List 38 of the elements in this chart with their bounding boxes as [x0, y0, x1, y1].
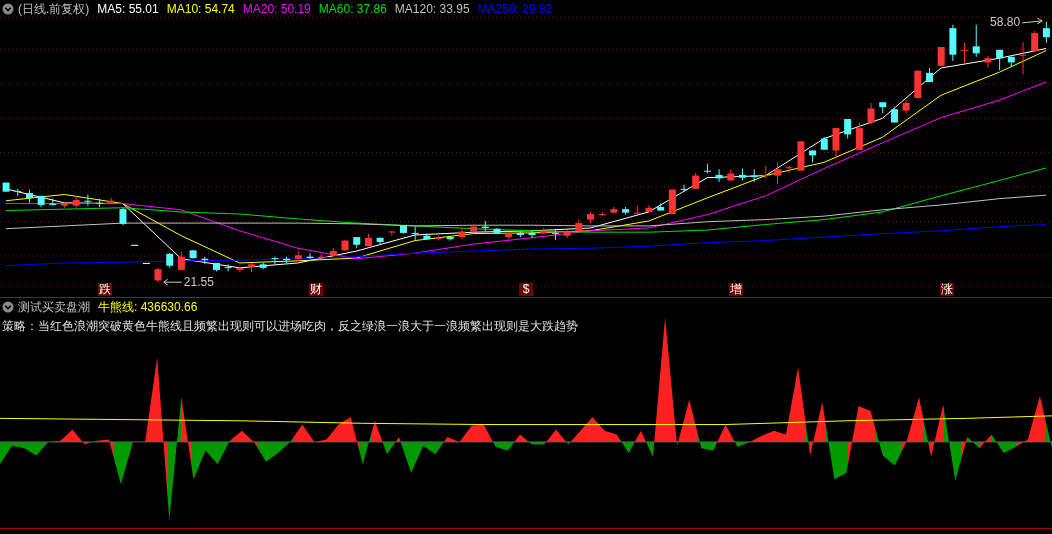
- chart-title: 测试买卖盘潮: [18, 298, 90, 316]
- text: 牛熊线: 436630.66: [98, 298, 198, 316]
- text: MA20: 50.19: [242, 2, 311, 16]
- text: MA5: 55.01: [97, 2, 159, 16]
- candlestick: [563, 229, 571, 239]
- annotation: 财: [308, 282, 323, 296]
- annotation: $: [519, 282, 533, 296]
- candlestick: [867, 102, 875, 126]
- annotation: 58.80: [990, 14, 1021, 29]
- chart-title: (日线.前复权): [18, 0, 90, 18]
- candlestick: [411, 226, 419, 241]
- candlestick: [855, 122, 863, 151]
- candlestick: [528, 229, 536, 239]
- candlestick: [703, 163, 711, 175]
- candlestick: [937, 46, 945, 67]
- candlestick: [551, 229, 559, 241]
- candlestick: [1042, 21, 1050, 44]
- candlestick: [984, 55, 992, 68]
- candlestick: [177, 251, 185, 271]
- text: MA120: 33.95: [394, 2, 470, 16]
- candlestick: [458, 228, 466, 240]
- text: MA10: 54.74: [166, 2, 235, 16]
- text: MA250: 29.82: [477, 2, 553, 16]
- candlestick: [680, 184, 688, 193]
- annotation: 涨: [939, 282, 954, 296]
- text: MA60: 37.86: [318, 2, 387, 16]
- annotation: 跌: [98, 282, 113, 296]
- annotation: 策略：当红色浪潮突破黄色牛熊线且频繁出现则可以进场吃肉，反之绿浪一浪大于一浪频繁出现则是大跌趋势: [2, 318, 578, 335]
- candlestick: [844, 118, 852, 140]
- candlestick: [1019, 41, 1027, 75]
- annotation: 增: [729, 282, 744, 296]
- candlestick: [271, 256, 279, 265]
- candlestick: [972, 24, 980, 58]
- candlestick: [961, 42, 969, 64]
- annotation: 21.55: [183, 275, 215, 290]
- candlestick: [774, 161, 782, 185]
- candlestick: [84, 193, 92, 207]
- candlestick: [832, 127, 840, 160]
